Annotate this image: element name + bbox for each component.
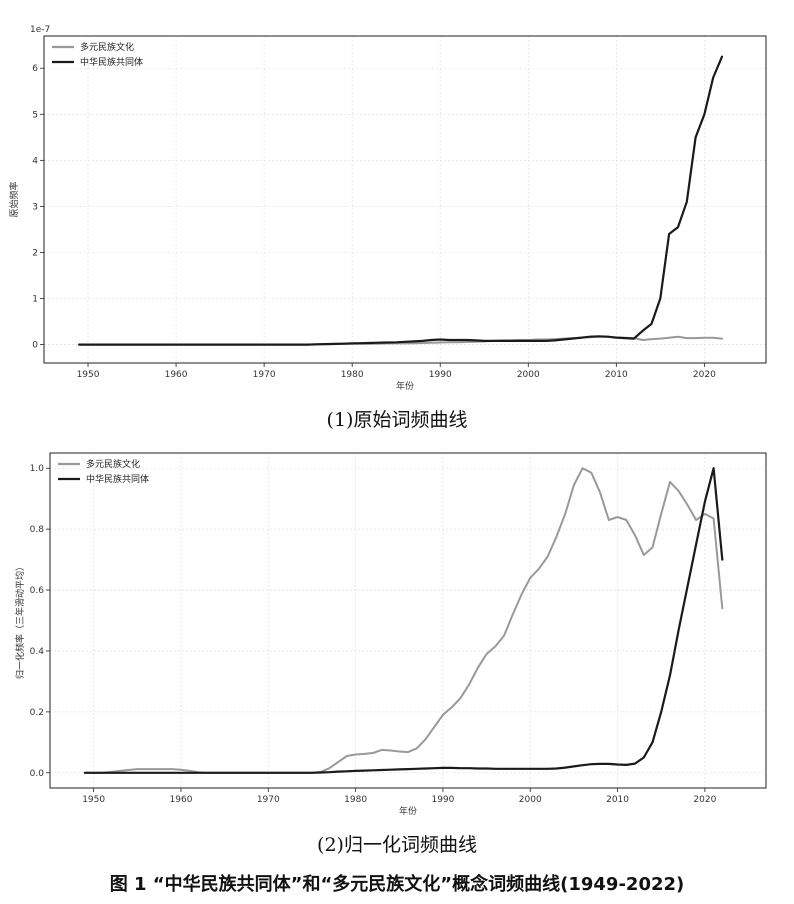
y-tick-label: 3 <box>32 202 38 212</box>
x-axis-label: 年份 <box>396 380 414 392</box>
x-tick-label: 1970 <box>257 795 280 805</box>
panel-normalized-frequency: 1950 1960 1970 1980 1990 2000 2010 2020 0.0 0.2 0.… <box>14 452 767 817</box>
plot-frame <box>43 35 767 364</box>
x-tick-label: 2000 <box>519 795 542 805</box>
series-line-national-community <box>83 467 724 774</box>
x-tick-label: 2000 <box>517 370 540 380</box>
y-axis-label: 原始频率 <box>8 181 20 217</box>
x-tick-label: 2010 <box>606 795 629 805</box>
legend-label: 多元民族文化 <box>80 41 134 53</box>
legend-label: 多元民族文化 <box>86 458 140 470</box>
x-tick-label: 1990 <box>429 370 452 380</box>
x-axis-label: 年份 <box>399 805 417 817</box>
x-tick-label: 1970 <box>253 370 276 380</box>
y-tick-label: 2 <box>32 248 38 258</box>
y-tick-label: 5 <box>32 110 38 120</box>
x-tick-label: 1960 <box>170 795 193 805</box>
legend-label: 中华民族共同体 <box>86 473 149 485</box>
figure-caption: 图 1 “中华民族共同体”和“多元民族文化”概念词频曲线(1949-2022) <box>110 873 685 895</box>
x-tick-label: 1960 <box>165 370 188 380</box>
panel-raw-frequency: 1950 1960 1970 1980 1990 2000 2010 2020 0 1 2 3 4 5 6 1… <box>8 25 767 392</box>
x-tick-label: 2010 <box>605 370 628 380</box>
y-tick-label: 0.0 <box>30 769 45 779</box>
x-tick-label: 1980 <box>344 795 367 805</box>
plot-frame <box>49 452 767 789</box>
caption-panel-1: (1)原始词频曲线 <box>327 409 468 431</box>
y-tick-label: 1 <box>32 295 38 305</box>
x-tick-label: 1950 <box>77 370 100 380</box>
y-tick-label: 0 <box>32 341 38 351</box>
caption-panel-2: (2)归一化词频曲线 <box>317 834 477 856</box>
series-line-national-community <box>78 55 724 346</box>
x-tick-label: 1990 <box>431 795 454 805</box>
y-offset-text: 1e-7 <box>30 25 50 35</box>
y-tick-label: 6 <box>32 64 38 74</box>
y-tick-label: 0.6 <box>30 586 45 596</box>
series-line-multi-ethnic-culture <box>83 467 724 774</box>
legend-label: 中华民族共同体 <box>80 56 143 68</box>
x-tick-label: 1950 <box>82 795 105 805</box>
x-tick-label: 1980 <box>341 370 364 380</box>
y-tick-label: 0.8 <box>30 525 45 535</box>
y-tick-label: 1.0 <box>30 464 45 474</box>
x-tick-label: 2020 <box>693 795 716 805</box>
y-tick-label: 0.4 <box>30 647 45 657</box>
x-tick-label: 2020 <box>693 370 716 380</box>
y-axis-label: 归一化频率（三年滑动平均） <box>14 562 26 679</box>
y-tick-label: 4 <box>32 156 38 166</box>
y-tick-label: 0.2 <box>30 708 44 718</box>
